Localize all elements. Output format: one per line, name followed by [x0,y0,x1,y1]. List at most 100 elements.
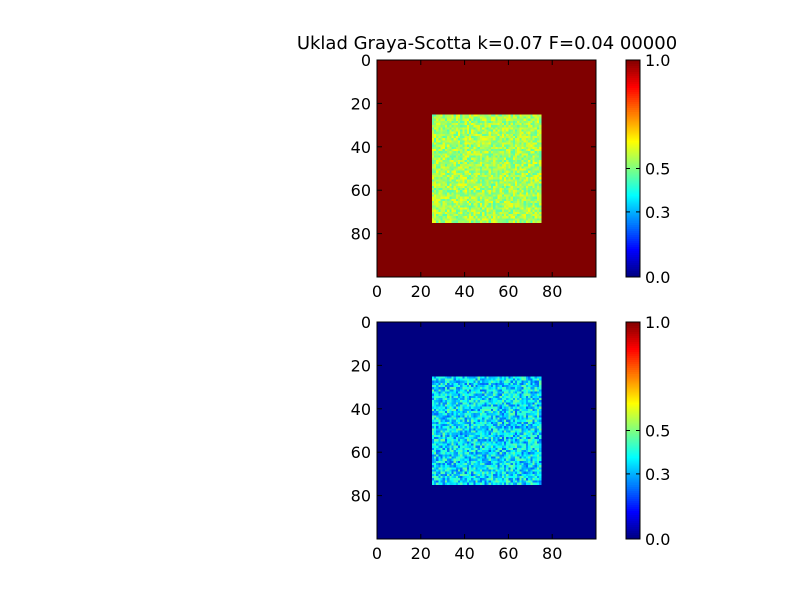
heatmap-cell [468,144,472,148]
heatmap-cell [473,196,476,200]
heatmap-cell [539,146,542,150]
heatmap-cell [510,382,514,386]
heatmap-cell [501,181,505,185]
heatmap-cell [466,140,470,143]
colorbar-segment [626,206,640,210]
heatmap-cell [523,421,527,425]
heatmap-cell [468,114,472,117]
heatmap-cell [451,404,454,407]
heatmap-cell [440,157,444,161]
heatmap-cell [433,153,437,156]
heatmap-cell [473,170,476,174]
heatmap-cell [431,413,435,416]
heatmap-cell [471,456,474,460]
heatmap-cell [468,439,472,442]
heatmap-cell [466,400,470,403]
heatmap-cell [442,203,446,206]
heatmap-cell [493,456,496,460]
heatmap-cell [530,179,533,182]
heatmap-cell [442,376,446,379]
heatmap-cell [455,393,459,397]
heatmap-cell [436,463,439,466]
heatmap-cell [466,417,470,420]
heatmap-cell [431,476,435,479]
heatmap-cell [486,192,490,195]
heatmap-cell [495,207,498,211]
heatmap-cell [512,400,516,403]
heatmap-cell [484,205,487,208]
heatmap-cell [504,127,507,130]
heatmap-cell [473,454,476,457]
heatmap-cell [519,218,522,221]
heatmap-cell [497,140,500,143]
heatmap-cell [447,410,450,414]
heatmap-cell [508,476,511,479]
heatmap-cell [517,211,520,215]
heatmap-cell [493,378,496,381]
colorbar-segment [626,260,640,264]
heatmap-cell [536,177,540,180]
heatmap-cell [517,168,520,172]
heatmap-cell [493,447,496,451]
heatmap-cell [433,131,437,135]
heatmap-cell [455,447,459,451]
heatmap-cell [462,118,465,122]
heatmap-cell [528,450,531,453]
heatmap-cell [431,384,435,388]
heatmap-cell [517,437,520,440]
heatmap-cell [451,118,454,122]
heatmap-cell [539,441,542,444]
heatmap-cell [486,183,490,187]
heatmap-cell [442,216,446,219]
heatmap-cell [431,211,435,215]
heatmap-cell [477,380,481,384]
heatmap-cell [484,161,487,165]
heatmap-cell [512,389,516,392]
heatmap-cell [447,469,450,473]
heatmap-cell [517,185,520,189]
colorbar-segment [626,148,640,151]
heatmap-cell [534,387,538,390]
heatmap-cell [493,201,496,204]
heatmap-cell [488,450,492,453]
heatmap-cell [493,211,496,215]
heatmap-cell [462,177,465,180]
heatmap-cell [501,133,505,137]
heatmap-cell [473,419,476,423]
heatmap-cell [447,192,450,195]
heatmap-cell [479,211,483,215]
heatmap-cell [517,203,520,206]
heatmap-cell [453,188,457,191]
heatmap-cell [519,172,522,176]
heatmap-cell [455,423,459,427]
heatmap-cell [501,384,505,388]
heatmap-cell [493,426,496,429]
heatmap-cell [431,151,435,154]
colorbar-segment [626,200,640,204]
heatmap-cell [477,188,481,191]
heatmap-cell [451,133,454,137]
heatmap-cell [451,138,454,141]
heatmap-cell [501,192,505,195]
heatmap-cell [539,460,542,464]
heatmap-cell [525,423,529,427]
heatmap-cell [479,170,483,174]
heatmap-cell [482,437,485,440]
heatmap-cell [473,463,476,466]
heatmap-cell [479,157,483,161]
heatmap-cell [536,463,540,466]
heatmap-cell [534,201,538,204]
heatmap-cell [506,376,509,379]
heatmap-cell [495,443,498,447]
heatmap-cell [462,458,465,462]
heatmap-cell [501,423,505,427]
heatmap-cell [495,476,498,479]
heatmap-cell [458,175,461,178]
heatmap-cell [495,209,498,213]
heatmap-cell [539,157,542,161]
heatmap-cell [495,157,498,161]
heatmap-cell [486,122,490,126]
heatmap-cell [510,203,514,206]
heatmap-cell [495,122,498,126]
heatmap-cell [514,203,518,206]
